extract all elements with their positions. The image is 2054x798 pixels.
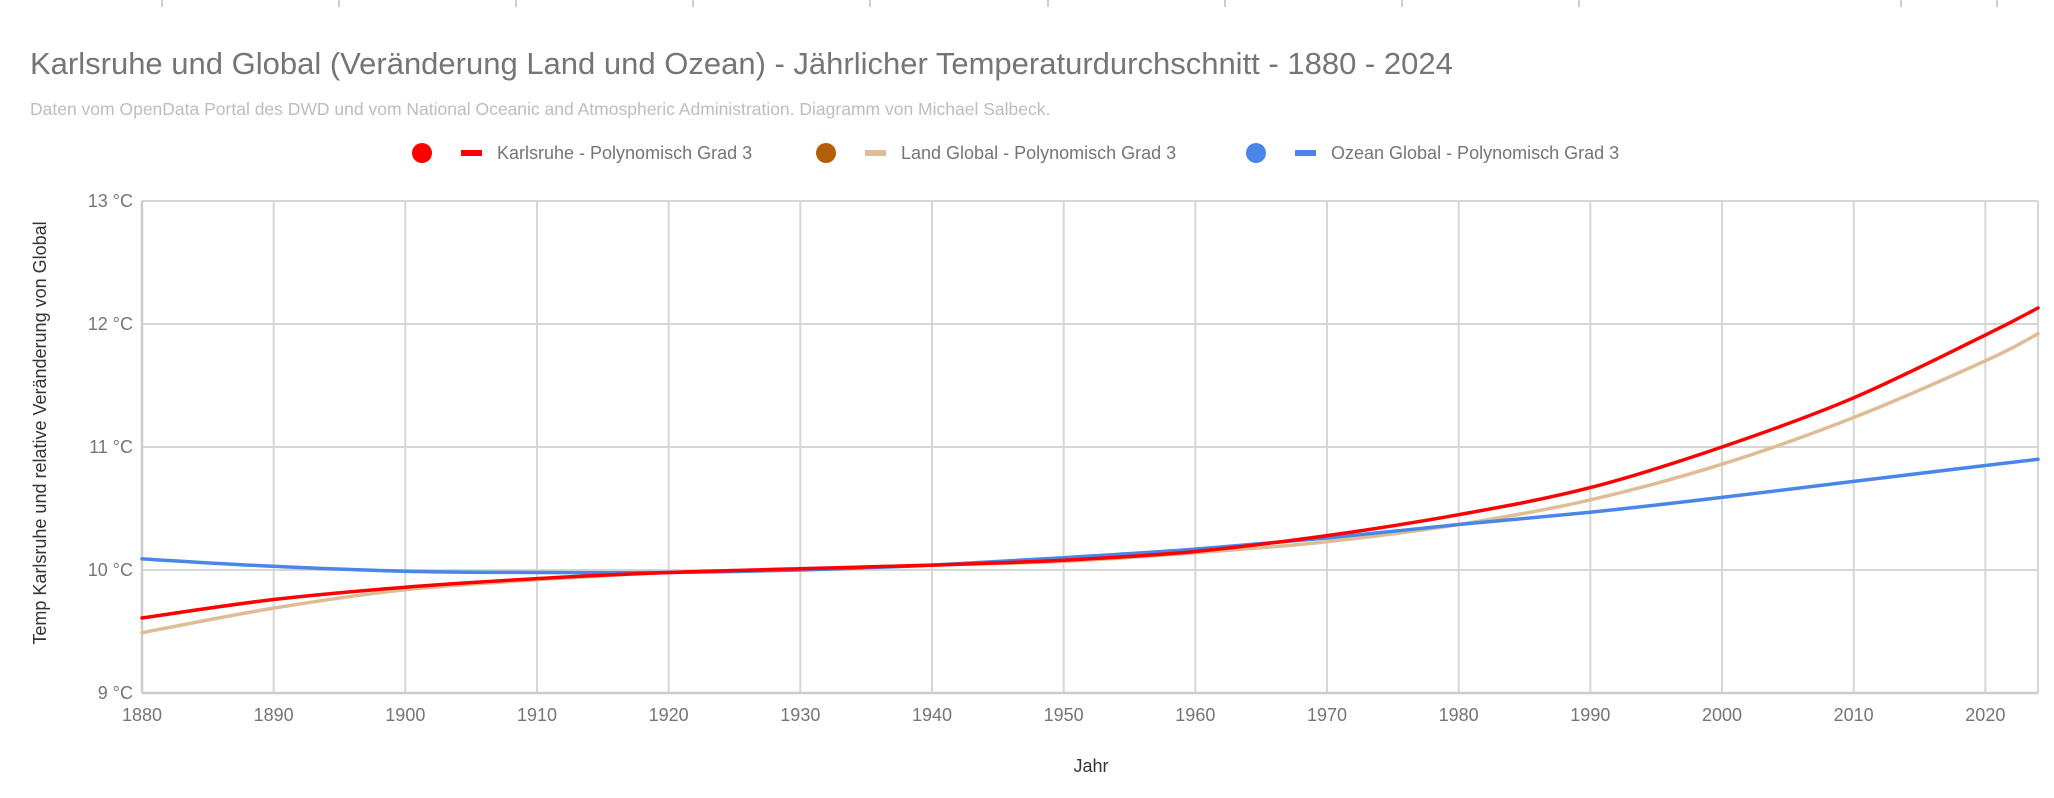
x-tick-label: 1950	[1044, 705, 1084, 725]
y-tick-label: 10 °C	[88, 560, 133, 580]
y-tick-label: 11 °C	[89, 437, 133, 457]
x-tick-label: 2010	[1834, 705, 1874, 725]
series-lines	[140, 306, 2040, 635]
y-tick-label: 13 °C	[88, 191, 133, 211]
y-axis-title: Temp Karlsruhe und relative Veränderung …	[30, 221, 50, 644]
x-tick-label: 1940	[912, 705, 952, 725]
y-tick-label: 12 °C	[88, 314, 133, 334]
legend-label: Ozean Global - Polynomisch Grad 3	[1331, 143, 1619, 163]
x-tick-label: 1960	[1175, 705, 1215, 725]
legend: Karlsruhe - Polynomisch Grad 3 Land Glob…	[412, 143, 1619, 163]
x-tick-label: 1900	[385, 705, 425, 725]
x-tick-label: 2020	[1965, 705, 2005, 725]
top-edge-ticks	[161, 0, 1998, 7]
x-tick-label: 1890	[254, 705, 294, 725]
chart-title: Karlsruhe und Global (Veränderung Land u…	[30, 46, 1453, 81]
x-axis-title: Jahr	[1073, 756, 1108, 776]
x-tick-label: 2000	[1702, 705, 1742, 725]
series-line-ozean-global	[140, 457, 2040, 575]
x-tick-label: 1970	[1307, 705, 1347, 725]
legend-item-karlsruhe[interactable]: Karlsruhe - Polynomisch Grad 3	[412, 143, 752, 163]
x-tick-label: 1930	[780, 705, 820, 725]
legend-line-icon	[865, 150, 886, 156]
legend-dot-icon	[412, 143, 432, 163]
legend-line-icon	[1295, 150, 1316, 156]
x-tick-label: 1880	[122, 705, 162, 725]
series-line-karlsruhe	[140, 306, 2040, 620]
legend-label: Land Global - Polynomisch Grad 3	[901, 143, 1176, 163]
horizontal-gridlines	[140, 200, 2038, 695]
y-axis-tick-labels: 13 °C 12 °C 11 °C 10 °C 9 °C	[88, 191, 133, 703]
y-tick-label: 9 °C	[98, 683, 133, 703]
x-tick-label: 1910	[517, 705, 557, 725]
x-tick-label: 1920	[649, 705, 689, 725]
legend-label: Karlsruhe - Polynomisch Grad 3	[497, 143, 752, 163]
legend-dot-icon	[816, 143, 836, 163]
x-axis-tick-labels: 1880 1890 1900 1910 1920 1930 1940 1950 1960 1970…	[122, 705, 2005, 725]
chart-subtitle: Daten vom OpenData Portal des DWD und vo…	[30, 99, 1050, 119]
legend-dot-icon	[1246, 143, 1266, 163]
legend-item-ozean-global[interactable]: Ozean Global - Polynomisch Grad 3	[1246, 143, 1619, 163]
legend-line-icon	[461, 150, 482, 156]
legend-item-land-global[interactable]: Land Global - Polynomisch Grad 3	[816, 143, 1176, 163]
x-tick-label: 1990	[1570, 705, 1610, 725]
series-line-land-global	[140, 332, 2040, 635]
x-tick-label: 1980	[1439, 705, 1479, 725]
